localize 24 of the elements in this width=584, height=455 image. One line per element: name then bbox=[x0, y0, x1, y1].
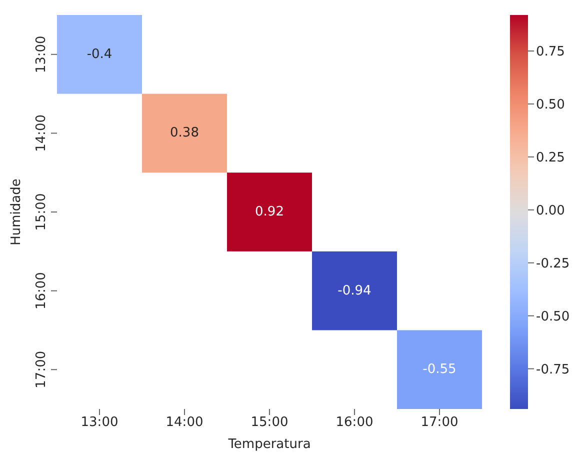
y-tick-label: 16:00 bbox=[34, 272, 49, 310]
data-label: -0.4 bbox=[86, 46, 112, 62]
y-axis-title: Humidade bbox=[9, 178, 24, 246]
data-label: 0.92 bbox=[255, 204, 284, 220]
y-tick-label: 15:00 bbox=[34, 193, 49, 231]
color-bar-label: -0.50 bbox=[536, 309, 570, 324]
color-bar-label: 0.75 bbox=[536, 44, 565, 60]
x-tick-label: 15:00 bbox=[250, 415, 288, 430]
y-tick-label: 17:00 bbox=[34, 350, 49, 388]
color-bar-label: 0.00 bbox=[536, 203, 565, 218]
x-tick-label: 13:00 bbox=[80, 415, 118, 430]
color-bar-label: 0.25 bbox=[536, 150, 565, 166]
x-axis-title: Temperatura bbox=[227, 437, 311, 452]
color-bar-label: 0.50 bbox=[536, 98, 565, 113]
y-tick-label: 13:00 bbox=[34, 36, 49, 74]
data-label: -0.94 bbox=[338, 283, 372, 298]
data-label: 0.38 bbox=[170, 126, 199, 141]
x-tick-label: 17:00 bbox=[420, 415, 458, 430]
color-bar-label: -0.75 bbox=[536, 362, 570, 378]
data-label: -0.55 bbox=[422, 362, 456, 378]
color-bar-label: -0.25 bbox=[536, 256, 570, 272]
x-tick-label: 14:00 bbox=[166, 415, 204, 430]
y-tick-label: 14:00 bbox=[34, 114, 49, 152]
x-tick-label: 16:00 bbox=[336, 415, 374, 430]
